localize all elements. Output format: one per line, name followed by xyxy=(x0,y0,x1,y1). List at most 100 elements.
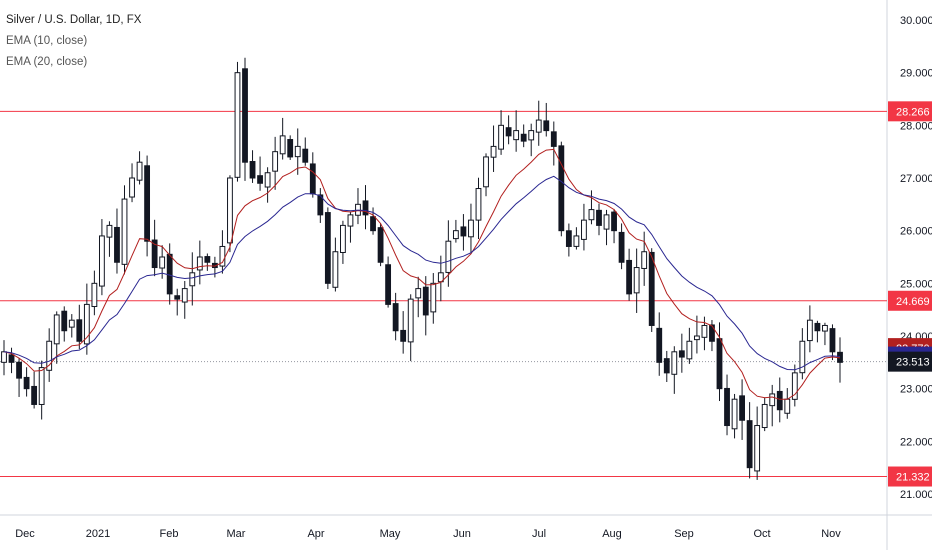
candle-body xyxy=(656,327,663,363)
candle-body xyxy=(724,387,730,427)
price-label: 21.332 xyxy=(896,472,930,484)
candle-body xyxy=(91,282,98,308)
candle-body xyxy=(377,227,384,263)
candle-body xyxy=(8,354,15,363)
candle-body xyxy=(98,235,105,287)
y-tick-label: 25.000 xyxy=(900,278,932,290)
candle-body xyxy=(219,245,226,267)
candle-body xyxy=(693,335,700,341)
candle-body xyxy=(452,230,459,240)
x-tick-label: 2021 xyxy=(86,528,110,540)
candle-body xyxy=(739,395,746,421)
candle-body xyxy=(641,251,648,269)
candle-body xyxy=(588,209,595,221)
candle-body xyxy=(618,231,625,263)
candle-body xyxy=(136,161,143,181)
candle-body xyxy=(573,235,580,247)
x-tick-label: Nov xyxy=(821,528,841,540)
candle-body xyxy=(174,295,181,300)
y-tick-label: 27.000 xyxy=(900,173,932,185)
candle-body xyxy=(513,130,520,141)
legend-ema-20: EMA (20, close) xyxy=(6,56,88,68)
candle-body xyxy=(272,151,279,172)
candle-body xyxy=(716,338,723,390)
candle-body xyxy=(38,367,45,405)
x-tick-label: Jun xyxy=(453,528,471,540)
candle-body xyxy=(362,200,369,216)
x-tick-label: Mar xyxy=(227,528,246,540)
price-label-bg xyxy=(888,101,932,122)
candle-body xyxy=(1,351,7,363)
y-tick-label: 29.000 xyxy=(900,68,932,80)
candle-body xyxy=(83,303,90,345)
candle-body xyxy=(430,282,437,313)
x-tick-label: Dec xyxy=(15,528,35,540)
candle-body xyxy=(806,319,813,342)
candle-body xyxy=(76,319,83,342)
candle-body xyxy=(490,145,497,158)
candle-body xyxy=(528,130,535,141)
candle-body xyxy=(791,372,798,400)
candle-body xyxy=(370,216,376,232)
candle-body xyxy=(445,240,452,273)
candle-body xyxy=(422,286,429,316)
ema-20-line xyxy=(3,175,841,371)
x-tick-label: Apr xyxy=(307,528,324,540)
candle-body xyxy=(799,340,806,374)
candle-body xyxy=(106,224,113,238)
y-tick-label: 28.000 xyxy=(900,120,932,132)
candle-body xyxy=(61,310,68,332)
candle-body xyxy=(332,251,339,288)
price-label: 24.669 xyxy=(896,296,930,308)
candle-body xyxy=(769,393,776,407)
candle-body xyxy=(317,194,324,216)
candle-body xyxy=(822,324,828,332)
candle-body xyxy=(483,156,489,188)
candle-body xyxy=(347,214,354,227)
candle-body xyxy=(166,253,173,295)
candle-body xyxy=(550,131,557,147)
ema-10-line xyxy=(3,148,841,400)
price-label-bg xyxy=(888,466,932,487)
candle-body xyxy=(754,425,761,472)
candle-body xyxy=(114,226,120,263)
candle-body xyxy=(784,398,791,414)
candle-body xyxy=(648,251,655,326)
price-label: 28.266 xyxy=(896,106,930,118)
candle-body xyxy=(731,398,738,430)
candle-body xyxy=(407,298,414,343)
candle-body xyxy=(159,256,166,269)
candle-body xyxy=(814,322,821,332)
candle-body xyxy=(46,340,53,371)
candle-body xyxy=(678,350,685,358)
candle-body xyxy=(603,214,610,230)
candle-body xyxy=(581,219,587,240)
candle-body xyxy=(249,161,256,179)
candle-body xyxy=(543,120,550,132)
candle-body xyxy=(535,119,542,133)
candle-body xyxy=(400,329,407,342)
y-tick-label: 21.000 xyxy=(900,489,932,501)
x-tick-label: Sep xyxy=(674,528,694,540)
candle-body xyxy=(144,165,151,242)
candle-body xyxy=(611,211,617,232)
candle-body xyxy=(234,72,241,178)
candle-body xyxy=(294,145,301,158)
x-tick-label: Oct xyxy=(753,528,770,540)
candle-body xyxy=(31,385,38,405)
candle-body xyxy=(53,314,60,345)
candle-body xyxy=(776,390,783,411)
chart-title: Silver / U.S. Dollar, 1D, FX xyxy=(6,14,142,26)
candle-body xyxy=(475,188,482,221)
legend-ema-10: EMA (10, close) xyxy=(6,35,88,47)
chart-legend: Silver / U.S. Dollar, 1D, FX EMA (10, cl… xyxy=(6,10,141,73)
candle-body xyxy=(324,212,331,284)
candle-body xyxy=(686,340,693,360)
x-tick-label: Feb xyxy=(160,528,179,540)
candle-body xyxy=(257,175,263,184)
candle-body xyxy=(23,376,30,390)
y-tick-label: 30.000 xyxy=(900,15,932,27)
candle-body xyxy=(302,148,309,163)
candle-body xyxy=(129,177,135,198)
